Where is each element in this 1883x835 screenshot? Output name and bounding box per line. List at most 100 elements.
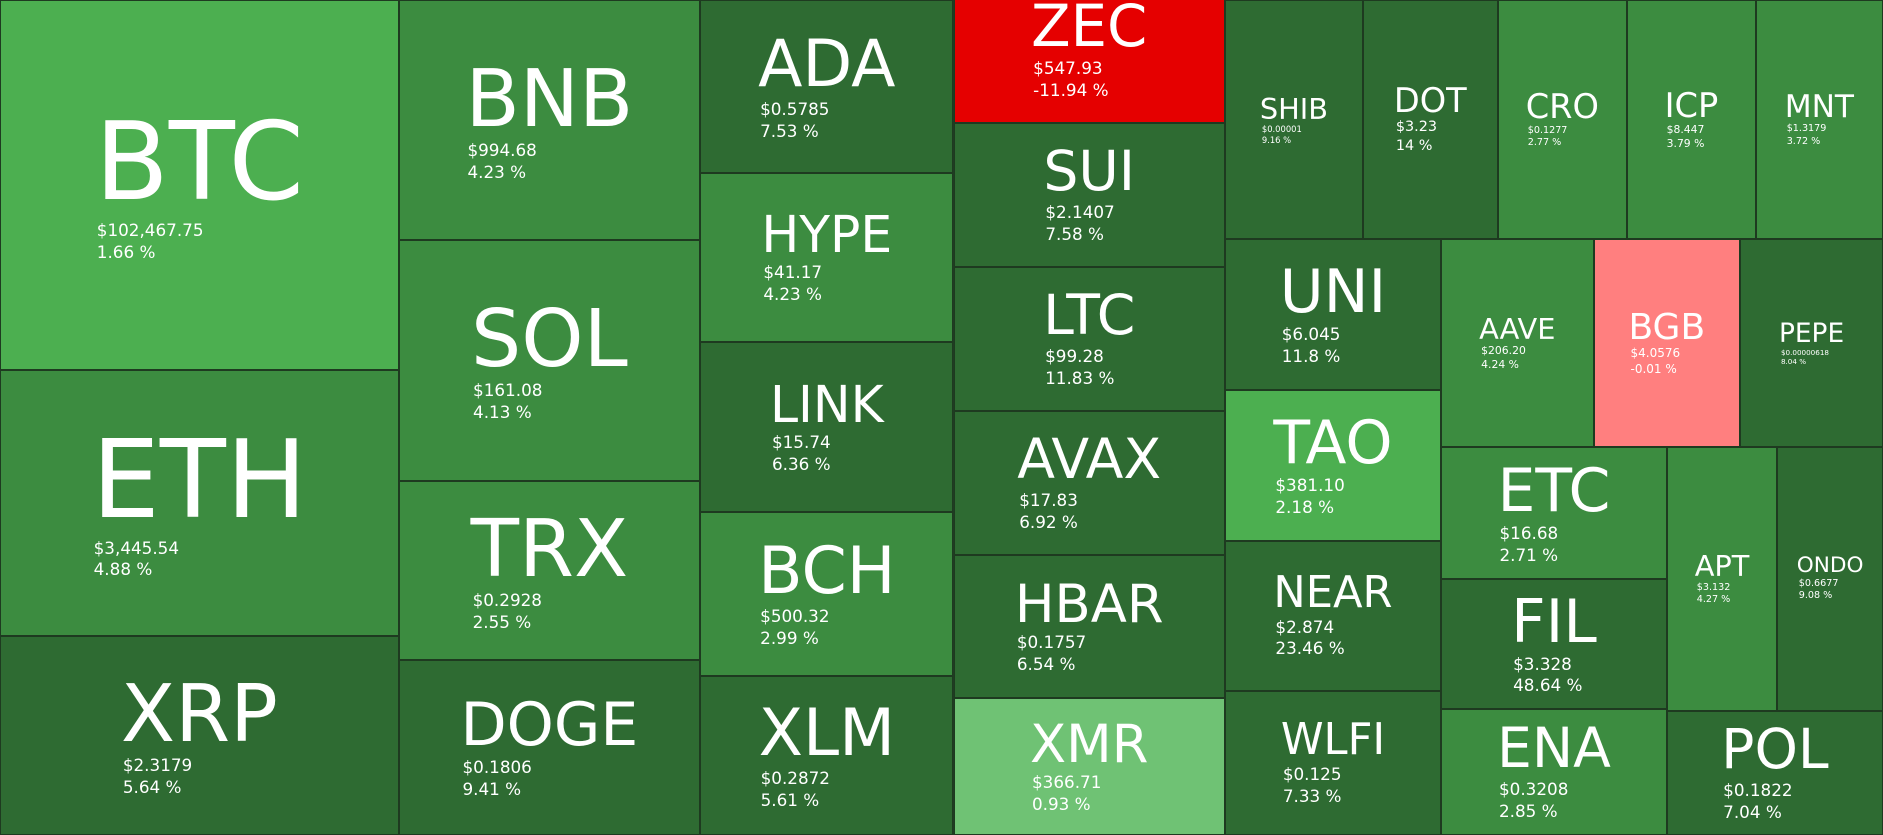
tile[interactable]: HYPE $41.17 4.23 % [700, 173, 954, 343]
tile-change: 2.77 % [1527, 137, 1562, 149]
tile-label: TRX $0.2928 2.55 % [470, 501, 629, 634]
tile[interactable]: CRO $0.1277 2.77 % [1497, 0, 1628, 240]
tile-change: -0.01 % [1630, 361, 1677, 376]
tile[interactable]: LTC $99.28 11.83 % [953, 266, 1225, 411]
tile-symbol: WLFI [1280, 715, 1386, 766]
tile[interactable]: ETC $16.68 2.71 % [1441, 446, 1667, 580]
tile-change: 4.27 % [1696, 594, 1731, 606]
tile-label: SOL $161.08 4.13 % [471, 297, 628, 424]
tile-price: $17.83 [1019, 490, 1078, 511]
tile-change: 2.85 % [1498, 800, 1558, 821]
tile[interactable]: MNT $1.3179 3.72 % [1755, 0, 1883, 240]
tile-symbol: FIL [1511, 586, 1597, 657]
tile[interactable]: HBAR $0.1757 6.54 % [953, 555, 1225, 699]
tile-symbol: BGB [1628, 306, 1706, 348]
tile[interactable]: DOGE $0.1806 9.41 % [398, 659, 701, 835]
tile-symbol: XMR [1029, 713, 1149, 775]
tile[interactable]: BTC $102,467.75 1.66 % [0, 0, 399, 371]
tile[interactable]: PEPE $0.00000618 8.04 % [1740, 239, 1883, 447]
tile-price: $500.32 [760, 606, 830, 627]
tile-price: $0.5785 [760, 98, 830, 119]
tile-price: $0.00000618 [1780, 347, 1829, 357]
tile-label: LTC $99.28 11.83 % [1043, 287, 1135, 390]
tile-change: 9.41 % [462, 778, 522, 799]
tile-symbol: ZEC [1031, 0, 1148, 61]
tile-price: $2.1407 [1045, 201, 1115, 222]
tile-change: 11.83 % [1045, 367, 1115, 388]
tile-change: 4.23 % [467, 161, 527, 182]
tile[interactable]: BCH $500.32 2.99 % [700, 511, 954, 677]
tile[interactable]: XRP $2.3179 5.64 % [0, 635, 399, 835]
tile[interactable]: ONDO $0.6677 9.08 % [1777, 446, 1883, 712]
tile-price: $0.1757 [1016, 632, 1087, 653]
tile-label: HYPE $41.17 4.23 % [761, 208, 892, 306]
tile[interactable]: LINK $15.74 6.36 % [700, 342, 954, 512]
tile-change: 5.64 % [122, 776, 182, 797]
tile[interactable]: TAO $381.10 2.18 % [1224, 390, 1442, 541]
tile-change: 2.18 % [1275, 497, 1335, 518]
tile[interactable]: WLFI $0.125 7.33 % [1224, 690, 1442, 835]
tile-label: XRP $2.3179 5.64 % [121, 672, 278, 799]
tile[interactable]: AAVE $206.20 4.24 % [1441, 239, 1594, 447]
tile[interactable]: XLM $0.2872 5.61 % [700, 676, 954, 835]
tile-price: $8.447 [1666, 123, 1705, 137]
tile-label: BGB $4.0576 -0.01 % [1628, 306, 1706, 378]
tile-change: 6.36 % [771, 453, 831, 474]
tile-price: $206.20 [1481, 344, 1526, 358]
tile[interactable]: SHIB $0.00001 9.16 % [1224, 0, 1363, 240]
tile[interactable]: FIL $3.328 48.64 % [1441, 579, 1667, 709]
tile-price: $0.125 [1282, 763, 1342, 784]
tile-label: AAVE $206.20 4.24 % [1479, 314, 1555, 372]
tile-price: $366.71 [1031, 772, 1102, 793]
tile[interactable]: SUI $2.1407 7.58 % [953, 122, 1225, 267]
tile-change: 23.46 % [1275, 638, 1345, 659]
tile-change: 48.64 % [1513, 675, 1583, 696]
tile-label: XMR $366.71 0.93 % [1030, 717, 1148, 816]
tile-price: $2.874 [1275, 616, 1335, 637]
tile-symbol: TRX [470, 501, 629, 595]
tile-label: CRO $0.1277 2.77 % [1526, 89, 1599, 149]
tile-label: HBAR $0.1757 6.54 % [1015, 577, 1164, 676]
tile[interactable]: APT $3.132 4.27 % [1666, 446, 1778, 712]
tile[interactable]: AVAX $17.83 6.92 % [953, 410, 1225, 556]
tile-label: DOGE $0.1806 9.41 % [460, 693, 638, 801]
tile-price: $41.17 [763, 262, 823, 283]
tile[interactable]: DOT $3.23 14 % [1363, 0, 1498, 240]
tile[interactable]: ADA $0.5785 7.53 % [700, 0, 954, 173]
tile[interactable]: XMR $366.71 0.93 % [953, 698, 1225, 835]
tile-symbol: DOT [1393, 81, 1467, 121]
tile[interactable]: ETH $3,445.54 4.88 % [0, 370, 399, 636]
tile-change: 8.04 % [1780, 356, 1807, 366]
tile-change: 9.16 % [1261, 134, 1292, 145]
tile[interactable]: POL $0.1822 7.04 % [1666, 711, 1883, 835]
tile-label: MNT $1.3179 3.72 % [1785, 90, 1854, 149]
tile-change: 11.8 % [1281, 346, 1341, 367]
tile-label: WLFI $0.125 7.33 % [1281, 718, 1385, 807]
tile-price: $0.3208 [1498, 779, 1569, 800]
tile[interactable]: TRX $0.2928 2.55 % [398, 480, 701, 660]
tile-price: $102,467.75 [96, 219, 204, 240]
tile-price: $0.1806 [462, 756, 532, 777]
tile-symbol: HBAR [1014, 574, 1164, 635]
tile-price: $0.2872 [760, 767, 830, 788]
tile[interactable]: ENA $0.3208 2.85 % [1441, 708, 1667, 835]
tile[interactable]: UNI $6.045 11.8 % [1224, 239, 1442, 391]
tile[interactable]: BNB $994.68 4.23 % [398, 0, 701, 241]
tile[interactable]: BGB $4.0576 -0.01 % [1593, 239, 1741, 447]
tile-price: $15.74 [771, 431, 831, 452]
tile-symbol: ENA [1496, 717, 1611, 782]
tile-label: NEAR $2.874 23.46 % [1273, 570, 1392, 660]
tile[interactable]: ZEC $547.93 -11.94 % [953, 0, 1225, 123]
tile-price: $99.28 [1045, 345, 1104, 366]
tile-label: ADA $0.5785 7.53 % [758, 30, 895, 143]
tile-change: 3.79 % [1666, 137, 1705, 151]
tile-price: $0.1277 [1527, 124, 1568, 136]
tile-change: 1.66 % [96, 241, 156, 262]
tile[interactable]: NEAR $2.874 23.46 % [1224, 540, 1442, 691]
tile[interactable]: ICP $8.447 3.79 % [1627, 0, 1756, 240]
tile-symbol: BNB [465, 51, 634, 145]
tile-symbol: POL [1721, 718, 1829, 783]
tile[interactable]: SOL $161.08 4.13 % [398, 240, 701, 481]
tile-price: $0.1822 [1723, 780, 1793, 801]
